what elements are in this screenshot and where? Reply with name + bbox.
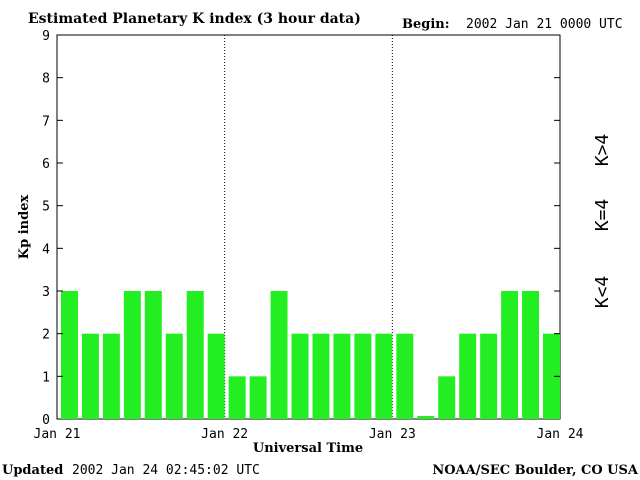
source-label: NOAA/SEC Boulder, CO USA	[432, 463, 639, 478]
y-tick-label: 9	[42, 29, 50, 44]
begin-label: Begin:	[402, 17, 450, 32]
x-tick-label: Jan 21	[34, 427, 81, 442]
y-tick-label: 2	[42, 328, 50, 343]
y-tick-label: 8	[42, 72, 50, 87]
updated-label: Updated	[2, 463, 63, 478]
chart-title: Estimated Planetary K index (3 hour data…	[28, 11, 361, 27]
y-tick-label: 6	[42, 157, 50, 172]
bar	[61, 291, 78, 419]
legend-k-greater-4: K>4	[592, 134, 613, 167]
x-tick-label: Jan 22	[201, 427, 248, 442]
y-tick-label: 0	[42, 413, 50, 428]
bar	[396, 333, 414, 419]
bar	[207, 333, 225, 419]
bar	[438, 376, 456, 419]
bar	[312, 333, 330, 419]
bar	[81, 333, 99, 419]
y-tick-label: 1	[42, 370, 50, 385]
bar	[102, 333, 120, 419]
x-tick-label: Jan 24	[537, 427, 584, 442]
bar	[165, 333, 183, 419]
bar	[249, 376, 267, 419]
bar	[123, 291, 141, 419]
bar	[459, 333, 477, 419]
legend-k-less-4: K<4	[592, 276, 613, 309]
bar	[270, 291, 288, 419]
bar	[417, 416, 435, 419]
bar	[480, 333, 498, 419]
legend-k-equal-4: K=4	[592, 199, 613, 232]
bar	[144, 291, 162, 419]
day-separators	[224, 35, 393, 419]
bar	[543, 333, 560, 419]
x-tick-label: Jan 23	[369, 427, 416, 442]
bar	[186, 291, 204, 419]
updated-value: 2002 Jan 24 02:45:02 UTC	[72, 463, 260, 478]
bar	[228, 376, 246, 419]
bar	[522, 291, 540, 419]
y-tick-label: 3	[42, 285, 50, 300]
y-tick-label: 7	[42, 114, 50, 129]
bar	[375, 333, 393, 419]
x-ticks: Jan 21 Jan 22 Jan 23 Jan 24	[34, 427, 584, 442]
begin-value: 2002 Jan 21 0000 UTC	[466, 17, 623, 32]
y-axis-label: Kp index	[17, 195, 32, 260]
y-tick-label: 5	[42, 200, 50, 215]
bar	[354, 333, 372, 419]
bar	[333, 333, 351, 419]
bar	[501, 291, 519, 419]
x-axis-label: Universal Time	[253, 441, 363, 456]
y-ticks: 0 1 2 3 4 5 6 7 8 9	[42, 29, 560, 428]
y-tick-label: 4	[42, 242, 50, 257]
bars-group	[61, 291, 560, 419]
bar	[291, 333, 309, 419]
